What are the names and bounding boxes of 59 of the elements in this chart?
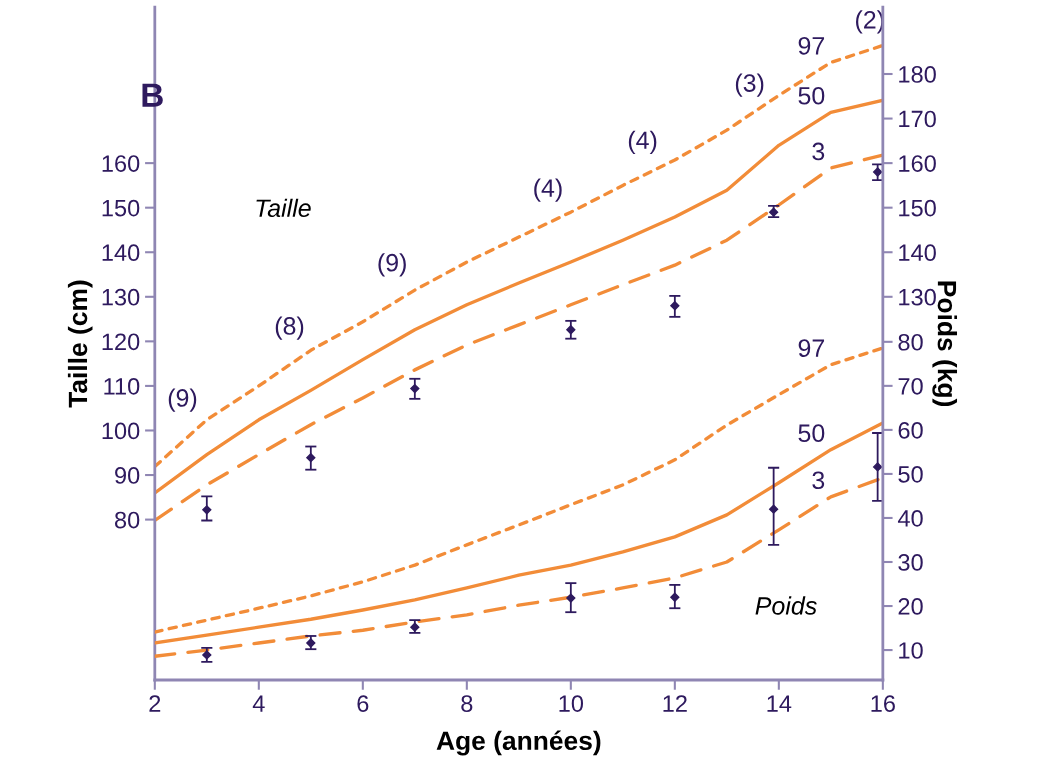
y-tick-label: 80 [114,511,140,529]
y-axis-title: Taille (cm) [67,280,93,408]
y-tick-label: 120 [102,333,140,351]
x-tick-label: 10 [559,695,584,712]
x-tick-label: 6 [357,695,369,712]
point [566,325,576,335]
point [670,301,680,311]
y-tick-label: 90 [115,467,140,484]
y2-tick-label: 50 [898,466,923,483]
annotation: (3) [735,73,764,97]
y2-tick-label: 60 [898,421,923,439]
series-label: 50 [798,86,825,105]
y3-tick-label: 180 [899,66,936,83]
x-tick-label: 16 [871,695,895,712]
annotation: (9) [378,253,406,277]
annotation: Taille [256,198,311,218]
annotation: Poids [755,596,817,615]
y-tick-label: 140 [102,244,140,262]
point [410,383,420,394]
text: B [142,83,163,107]
x-tick-label: 12 [663,695,687,712]
y-tick-label: 110 [104,377,140,395]
point [202,505,212,515]
x-tick-label: 14 [767,695,792,712]
y2-tick-label: 20 [898,598,923,615]
point [202,650,212,660]
y2-tick-label: 40 [897,510,923,527]
point [769,504,779,514]
series-label: 3 [812,142,825,161]
y3-tick-label: 140 [899,244,936,262]
series-label: 97 [798,36,825,55]
annotation: (9) [168,388,197,412]
y-tick-label: 150 [102,199,140,217]
x-tick-label: 4 [252,695,265,712]
series-label: 3 [812,471,825,490]
y3-tick-label: 150 [899,199,936,217]
y2-tick-label: 80 [898,333,923,351]
point [670,592,680,602]
point [873,462,883,472]
point [873,167,883,177]
series-label: 50 [798,424,825,442]
x-tick-label: 8 [461,695,473,712]
point [566,593,576,603]
annotation: (4) [628,130,657,155]
y2-tick-label: 10 [899,642,923,659]
x-axis-title: Age (années) [436,730,601,756]
y3-tick-label: 170 [899,110,936,128]
x-tick-label: 2 [149,695,161,712]
y-tick-label: 160 [102,155,140,172]
y2-tick-label: 70 [898,377,923,395]
y-tick-label: 100 [102,422,140,440]
y3-tick-label: 160 [899,155,936,172]
y2-tick-label: 30 [898,554,923,571]
series-label: 97 [798,339,825,357]
point [306,453,316,463]
annotation: (8) [275,316,304,340]
line-series [154,421,883,645]
y-tick-label: 130 [102,288,140,306]
annotation: (4) [534,178,562,202]
